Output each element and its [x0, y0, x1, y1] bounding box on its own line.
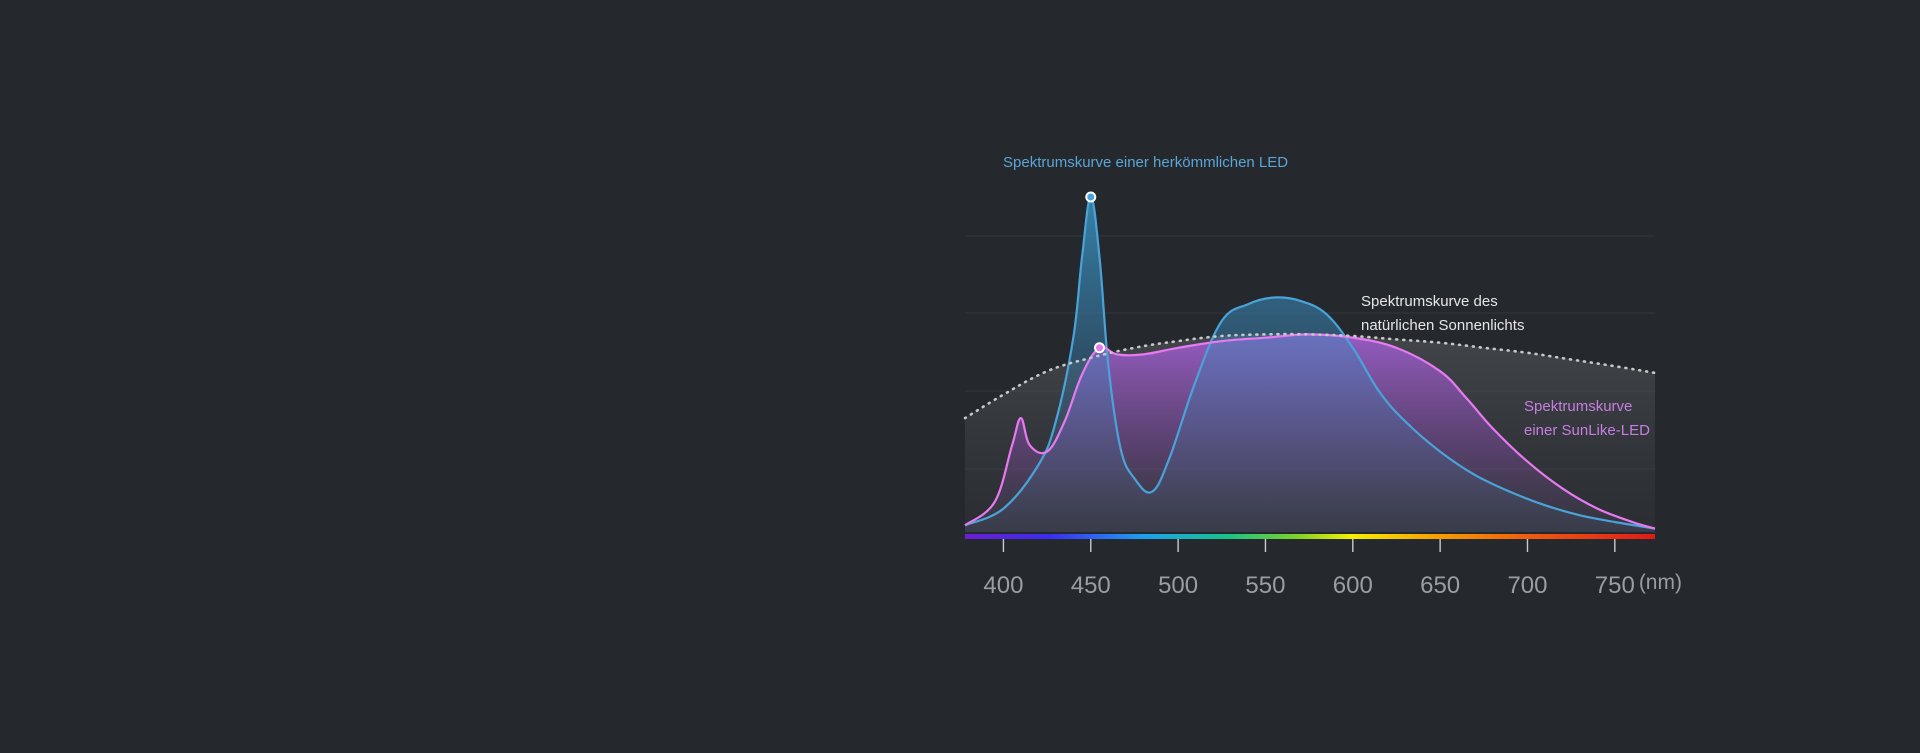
x-axis-unit: (nm) [1639, 571, 1682, 594]
x-tick-label: 550 [1245, 572, 1285, 599]
x-axis-ticks: 400 450 500 550 600 650 700 750 [983, 539, 1635, 599]
annotation-sunlight-line1: Spektrumskurve des [1361, 293, 1498, 310]
x-tick-label: 600 [1333, 572, 1373, 599]
sunlight-line [963, 332, 1657, 420]
peak-markers [1085, 191, 1106, 354]
conventional-led-line [964, 195, 1656, 530]
annotation-sunlight-line2: natürlichen Sonnenlichts [1361, 317, 1524, 334]
peak-marker [1094, 342, 1106, 354]
x-tick-label: 700 [1507, 572, 1547, 599]
x-tick-label: 450 [1071, 572, 1111, 599]
annotation-sunlike-line1: Spektrumskurve [1524, 398, 1632, 415]
sunlike-led-line [964, 333, 1656, 530]
annotation-conventional-led: Spektrumskurve einer herkömmlichen LED [1003, 154, 1288, 171]
x-tick-label: 650 [1420, 572, 1460, 599]
conventional-led-area [965, 197, 1655, 532]
x-tick-label: 500 [1158, 572, 1198, 599]
annotation-sunlike-line2: einer SunLike-LED [1524, 422, 1650, 439]
peak-marker [1085, 191, 1097, 203]
x-tick-label: 400 [983, 572, 1023, 599]
x-tick-label: 750 [1595, 572, 1635, 599]
wavelength-spectrum-bar [965, 534, 1655, 539]
